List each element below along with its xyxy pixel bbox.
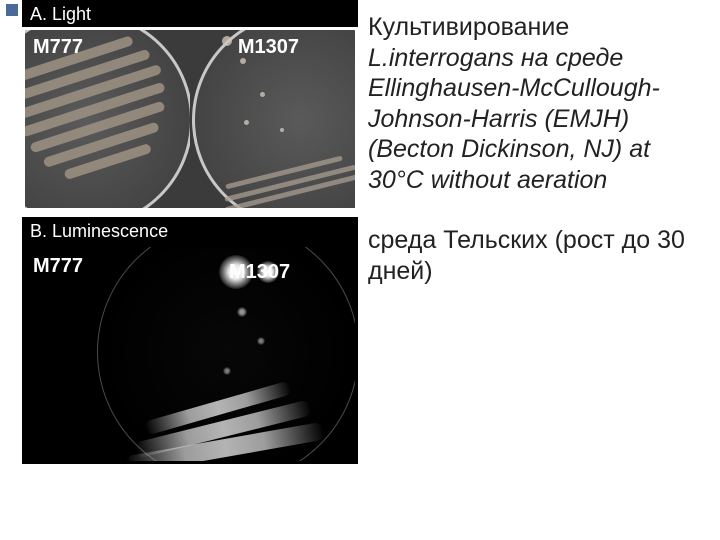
sample-tag-right: M1307 [238, 36, 299, 59]
slide: A. Light [0, 0, 720, 540]
sample-tag-left: M777 [33, 255, 83, 278]
luminescent-colony [237, 307, 247, 317]
panel-a-figure: M777 M1307 [22, 27, 358, 211]
panel-a-label: A. Light [22, 0, 358, 27]
sample-tag-left: M777 [33, 36, 83, 59]
text-italic: L.interrogans на среде Ellinghausen-McCu… [368, 44, 660, 194]
text-plain: Культивирование [368, 13, 569, 41]
text-column: Культивирование L.interrogans на среде E… [368, 12, 708, 286]
spacer [368, 195, 708, 225]
figure-column: A. Light [22, 0, 358, 464]
bullet-square [6, 4, 18, 16]
luminescent-colony [223, 367, 231, 375]
panel-b-label: B. Luminescence [22, 217, 358, 244]
luminescent-colony [257, 337, 265, 345]
sample-tag-right: M1307 [229, 261, 290, 284]
panel-b-figure: M777 M1307 [22, 244, 358, 464]
paragraph-2: среда Тельских (рост до 30 дней) [368, 225, 708, 286]
paragraph-1: Культивирование L.interrogans на среде E… [368, 12, 708, 195]
